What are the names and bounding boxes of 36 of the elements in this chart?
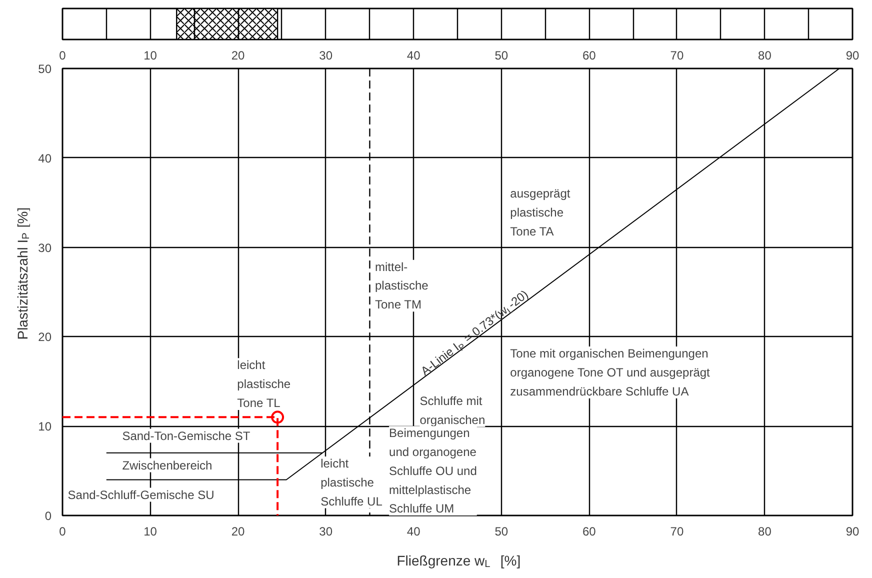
y-tick-label: 30	[38, 240, 52, 255]
y-tick-label: 50	[38, 62, 52, 76]
annotation: Sand-Ton-Gemische ST	[122, 428, 251, 443]
annotation: Beimengungen und organogene Schluffe OU und mittelplastische Schluffe UM	[389, 426, 477, 516]
x-tick-label: 60	[582, 48, 596, 62]
x-tick-label: 50	[494, 524, 508, 538]
x-tick-label: 40	[406, 48, 421, 62]
x-tick-label: 0	[59, 48, 66, 62]
x-tick-label: 70	[670, 524, 684, 538]
x-tick-label: 60	[582, 524, 596, 538]
x-tick-label: 80	[758, 524, 772, 538]
annotation: ausgeprägt plastische Tone TA	[510, 186, 571, 238]
x-tick-label: 0	[59, 524, 66, 538]
x-tick-label: 20	[231, 524, 246, 538]
annotation: Tone mit organischen Beimengungen organogene Tone OT und ausgeprägt zusammendrückbare Schluffe UA	[510, 346, 711, 398]
x-tick-label: 30	[319, 48, 333, 62]
annotation: Schluffe mit organischen	[420, 394, 486, 427]
x-tick-label: 30	[319, 524, 333, 538]
x-tick-label: 40	[406, 524, 421, 538]
x-tick-label: 50	[494, 48, 508, 62]
annotation: mittel- plastische Tone TM	[374, 260, 429, 312]
annotation: leicht plastische Tone TL	[237, 358, 291, 410]
y-tick-label: 0	[44, 509, 52, 523]
y-tick-label: 10	[38, 420, 52, 434]
x-tick-label: 20	[231, 48, 246, 62]
y-tick-label: 20	[38, 330, 52, 344]
x-tick-label: 90	[846, 48, 860, 62]
annotation: leicht plastische Schluffe UL	[320, 456, 383, 508]
x-tick-label: 90	[846, 524, 860, 538]
x-tick-label: 70	[670, 48, 684, 62]
x-tick-label: 10	[144, 48, 158, 62]
annotation: Sand-Schluff-Gemische SU	[68, 488, 214, 502]
x-tick-label: 80	[758, 48, 772, 62]
annotation: Zwischenbereich	[122, 458, 212, 472]
x-tick-label: 10	[144, 524, 158, 538]
y-tick-label: 40	[38, 151, 52, 166]
